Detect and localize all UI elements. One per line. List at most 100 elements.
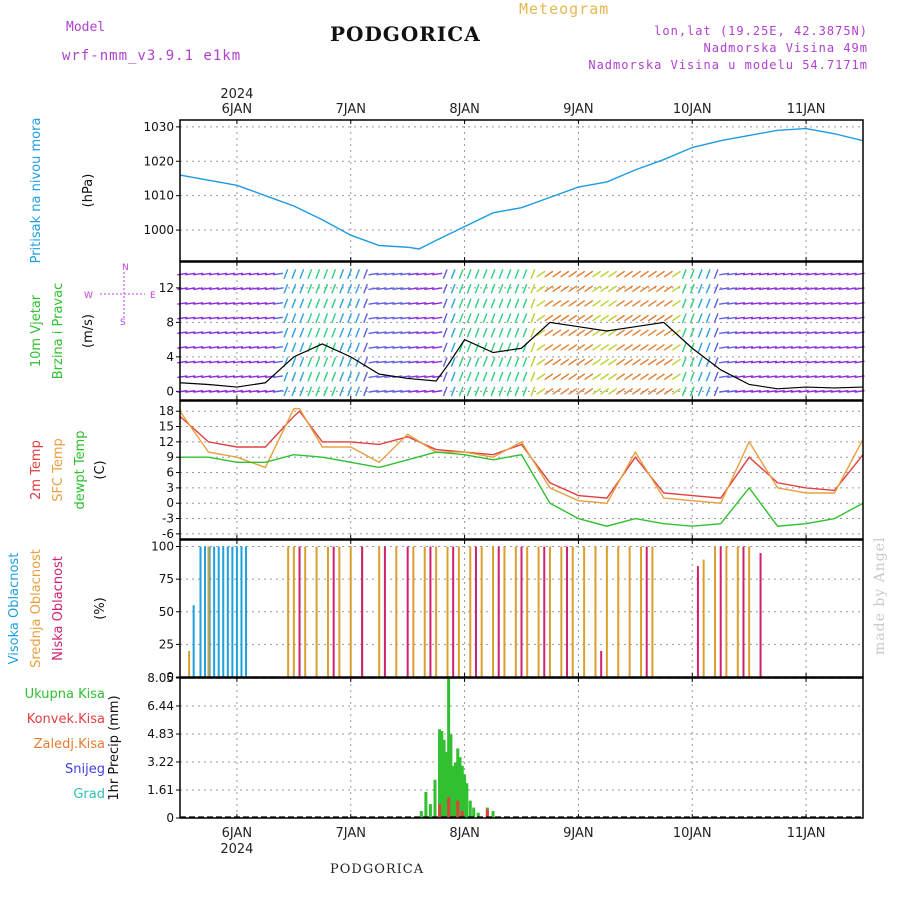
bar [378,546,381,677]
wind-arrow [307,386,313,397]
wind-arrow [240,331,252,335]
wind-arrow [560,343,570,351]
wind-arrow [608,299,618,307]
wind-arrow [689,298,695,309]
wind-arrow [522,327,528,338]
wind-arrow [474,327,480,338]
compass-e: E [150,291,156,301]
y-tick-label: -6 [162,527,174,541]
wind-arrow [742,375,754,379]
wind-arrow [639,270,649,278]
bar [298,546,301,677]
wind-arrow [782,331,793,335]
wind-arrow [522,357,528,367]
wind-arrow [552,358,562,366]
bar [456,800,460,818]
wind-arrow [616,270,626,278]
wind-arrow [536,358,546,366]
wind-arrow [705,342,711,353]
y-tick-label: 4 [166,350,174,364]
wind-arrow [758,287,770,291]
wind-arrow [506,313,512,323]
wind-arrow [283,386,289,397]
wind-arrow [225,389,236,393]
wind-arrow [681,298,687,309]
wind-arrow [240,287,252,291]
wind-arrow [750,272,762,276]
wind-arrow [177,316,188,320]
y-tick-label: 9 [166,450,174,464]
wind-panel: 0 4 8 12 10m Vjetar Brzina i Pravac (m/s) [29,261,865,401]
wind-arrow [560,329,570,337]
wind-arrow [838,316,849,320]
wind-arrow [798,389,809,393]
wind-arrow [225,375,236,379]
top-day-label: 6JAN [222,102,253,117]
panel-label: Srednja Oblacnost [29,549,44,668]
station-title: PODGORICA [330,22,481,46]
wind-arrow [830,301,841,305]
footer-station: PODGORICA [330,862,425,877]
wind-arrow [323,386,329,397]
wind-arrow [846,389,857,393]
wind-arrow [233,331,244,335]
wind-arrow [663,270,673,278]
wind-arrow [822,287,833,291]
wind-arrow [647,299,657,307]
wind-arrow [217,375,228,379]
wind-arrow [233,316,244,320]
wind-arrow [742,389,754,393]
wind-arrow [315,327,321,338]
wind-arrow [655,329,665,337]
y-tick-label: 1.61 [147,783,174,797]
wind-arrow [384,331,395,335]
compass-n: N [122,263,129,273]
wind-arrow [376,331,387,335]
wind-arrow [416,272,427,276]
bar [208,546,211,677]
wind-arrow [384,287,395,291]
wind-arrow [713,283,719,294]
bar [204,546,207,677]
wind-arrow [490,371,496,382]
wind-arrow [299,386,305,397]
wind-arrow [355,371,361,382]
wind-arrow [798,345,809,349]
wind-arrow [671,343,681,351]
wind-arrow [530,269,536,279]
wind-arrow [339,357,345,367]
wind-arrow [766,345,777,349]
wind-arrow [814,389,825,393]
wind-arrow [560,314,570,322]
wind-arrow [697,283,703,294]
wind-arrow [631,329,641,337]
wind-arrow [177,360,188,364]
wind-arrow [355,269,361,279]
wind-arrow [392,360,403,364]
wind-arrow [217,272,228,276]
wind-arrow [830,345,841,349]
wind-arrow [790,345,801,349]
wind-arrow [647,314,657,322]
wind-arrow [450,327,456,338]
wind-arrow [331,386,337,397]
wind-arrow [185,360,196,364]
wind-arrow [544,387,554,395]
wind-arrow [514,386,520,397]
wind-arrow [264,272,275,276]
wind-arrow [474,269,480,279]
wind-arrow [798,360,809,364]
wind-arrow [616,373,626,381]
wind-arrow [758,301,770,305]
wind-arrow [697,386,703,397]
wind-arrow [272,272,283,276]
wind-arrow [233,389,244,393]
pressure-panel: 1000 1010 1020 1030 Pritisak na nivou mora (h… [29,118,864,263]
series-line [180,451,864,527]
cloud-panel: 0 25 50 75 100 Visoka Oblacnost Srednja Oblacn… [7,539,864,684]
bar [456,748,460,818]
wind-arrow [631,373,641,381]
wind-arrow [482,371,488,382]
bar [520,546,523,677]
wind-arrow [713,313,719,323]
